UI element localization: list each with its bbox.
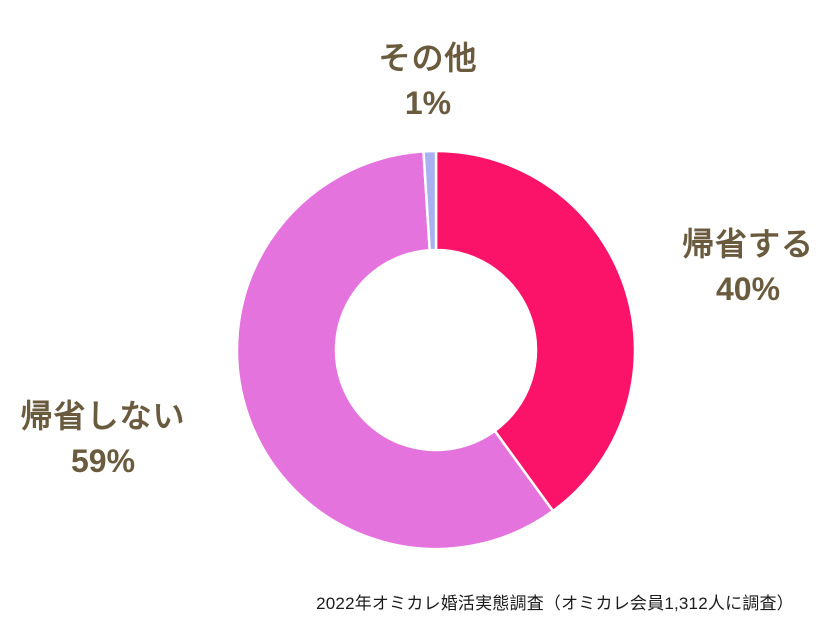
slice-label-kisei-suru-percent: 40% bbox=[715, 271, 781, 307]
slice-label-kisei-shinai-name: 帰省しない bbox=[20, 398, 186, 434]
slice-label-sonota: その他 1% bbox=[323, 36, 533, 126]
slice-label-kisei-shinai-percent: 59% bbox=[70, 443, 136, 479]
pie-slice-1 bbox=[235, 150, 555, 551]
pie-slice-0 bbox=[434, 149, 637, 513]
slice-label-kisei-shinai: 帰省しない 59% bbox=[0, 394, 208, 484]
slice-label-sonota-percent: 1% bbox=[404, 85, 452, 121]
source-caption: 2022年オミカレ婚活実態調査（オミカレ会員1,312人に調査） bbox=[316, 594, 794, 613]
slice-label-kisei-suru-name: 帰省する bbox=[681, 226, 814, 262]
slice-label-sonota-name: その他 bbox=[378, 40, 478, 76]
pie-slice-2 bbox=[422, 149, 438, 252]
slice-label-kisei-suru: 帰省する 40% bbox=[643, 222, 840, 312]
